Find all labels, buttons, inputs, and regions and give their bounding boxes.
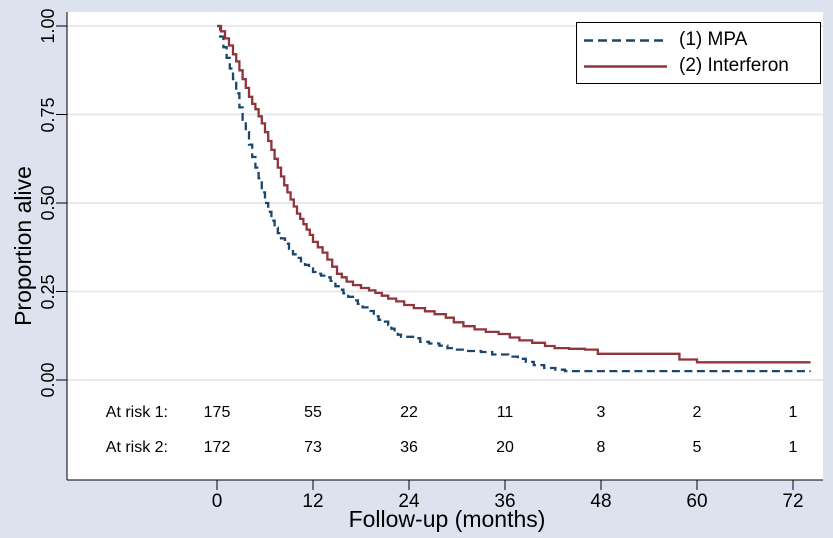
at-risk-value: 22	[400, 404, 418, 421]
legend: (1) MPA (2) Interferon	[576, 22, 821, 84]
y-tick-label: 0.75	[38, 96, 58, 133]
at-risk-value: 20	[496, 439, 514, 456]
curve-interferon	[217, 24, 811, 364]
at-risk-row-1-label: At risk 1:	[105, 404, 168, 421]
at-risk-value: 55	[304, 404, 322, 421]
legend-item-interferon: (2) Interferon	[584, 55, 814, 77]
y-tick-label: 1.00	[38, 8, 58, 44]
at-risk-value: 2	[692, 404, 702, 421]
x-tick-label: 48	[590, 491, 612, 512]
x-axis-title: Follow-up (months)	[348, 506, 546, 532]
at-risk-value: 1	[788, 404, 798, 421]
y-axis-title: Proportion alive	[10, 166, 36, 326]
legend-label-mpa: (1) MPA	[679, 29, 748, 50]
legend-item-mpa: (1) MPA	[584, 29, 814, 51]
mpa-dashed-line-icon	[584, 38, 667, 42]
at-risk-value: 3	[596, 404, 606, 421]
at-risk-value: 36	[400, 439, 418, 456]
x-tick-label: 0	[211, 491, 223, 512]
x-tick-label: 12	[302, 491, 324, 512]
at-risk-value: 172	[203, 439, 231, 456]
y-tick-label: 0.25	[38, 273, 58, 310]
at-risk-value: 11	[496, 404, 514, 421]
y-tick-label: 0.50	[38, 185, 58, 221]
y-tick-label: 0.00	[38, 362, 58, 398]
x-tick-label: 36	[494, 491, 516, 512]
x-tick-label: 24	[398, 491, 420, 512]
x-tick-label: 60	[686, 491, 708, 512]
at-risk-value: 8	[596, 439, 606, 456]
legend-label-interferon: (2) Interferon	[679, 55, 789, 76]
plot-region	[67, 12, 823, 480]
at-risk-row-2-label: At risk 2:	[105, 439, 168, 456]
at-risk-value: 175	[203, 404, 231, 421]
at-risk-value: 1	[788, 439, 798, 456]
curve-mpa	[217, 24, 811, 373]
interferon-solid-line-icon	[584, 64, 667, 68]
at-risk-value: 5	[692, 439, 702, 456]
at-risk-value: 73	[304, 439, 322, 456]
x-tick-label: 72	[782, 491, 804, 512]
